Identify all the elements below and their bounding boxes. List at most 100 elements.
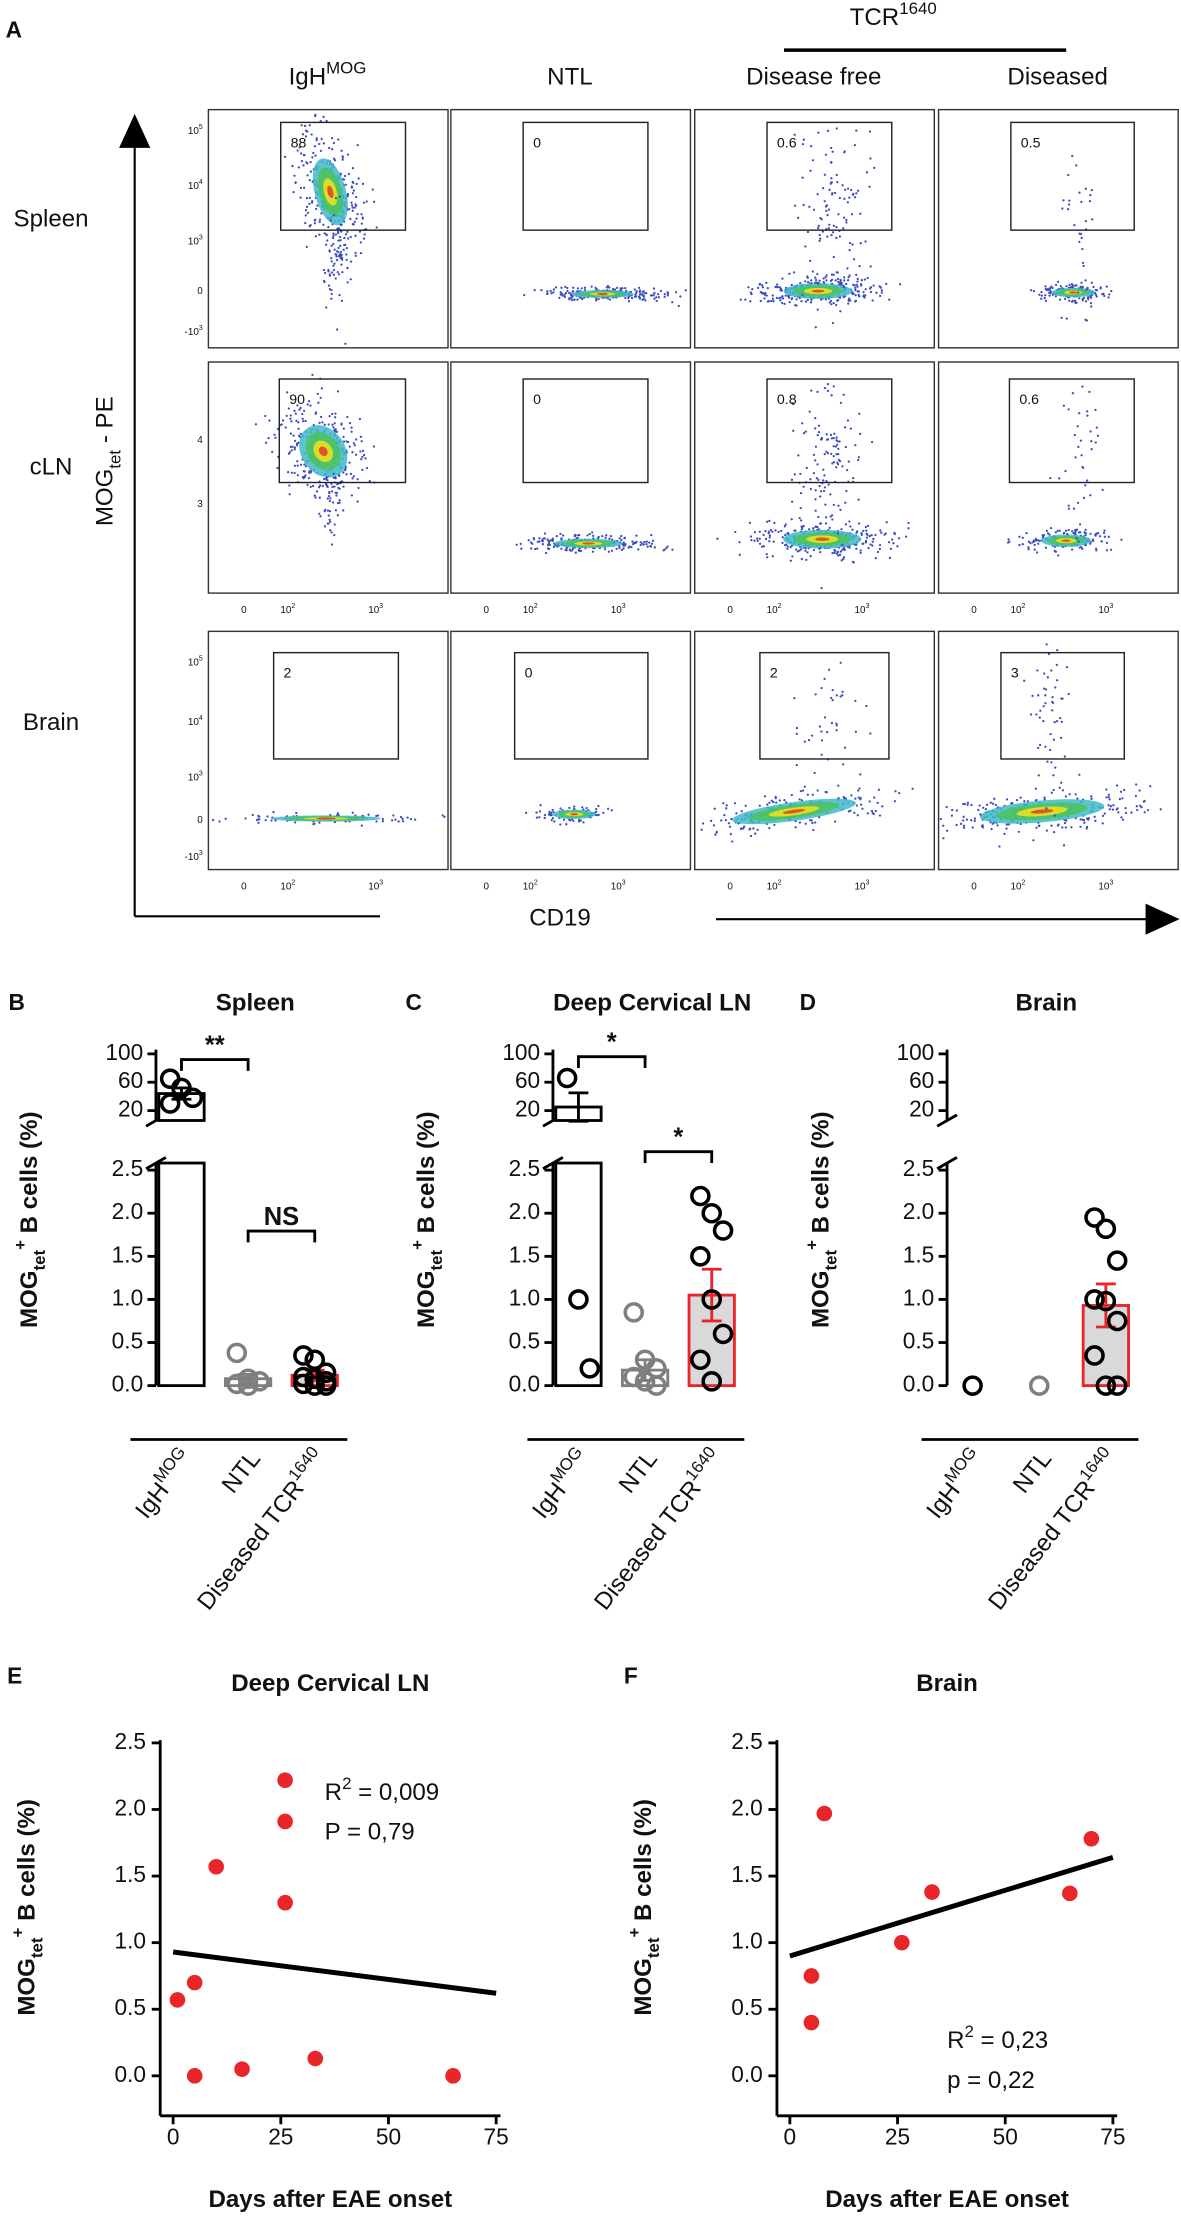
event-dot (304, 221, 307, 225)
x-tick-label-part: 1640 (284, 1443, 322, 1484)
event-dot (323, 423, 326, 426)
event-dot (1081, 285, 1085, 288)
event-dot (1078, 191, 1081, 194)
x-axis-label: Days after EAE onset (208, 2186, 452, 2213)
event-dot (723, 813, 726, 817)
event-dot (1027, 540, 1031, 543)
event-dot (334, 491, 337, 494)
event-dot (552, 545, 556, 549)
event-dot (1089, 542, 1092, 545)
column-label-part: MOG (326, 58, 366, 77)
event-dot (274, 819, 277, 822)
event-dot (355, 182, 358, 186)
event-dot (1105, 796, 1108, 799)
event-dot (809, 487, 812, 491)
flow-y-tick-label: 0 (197, 815, 203, 826)
event-dot (344, 342, 347, 345)
event-dot (881, 805, 884, 808)
event-dot (574, 551, 577, 554)
event-dot (866, 812, 869, 815)
event-dot (372, 445, 375, 448)
event-dot (838, 459, 842, 463)
event-dot (356, 212, 359, 216)
event-dot (899, 283, 902, 286)
x-tick-label: IgHMOG (126, 1443, 199, 1524)
event-dot (1074, 530, 1077, 534)
event-dot (853, 811, 856, 814)
event-dot (331, 501, 335, 504)
event-dot (1049, 476, 1052, 480)
event-dot (619, 287, 622, 290)
event-dot (789, 559, 792, 562)
event-dot (1032, 289, 1036, 293)
event-dot (293, 174, 296, 177)
y-tick-label: 1.0 (731, 1928, 763, 1954)
event-dot (1045, 529, 1049, 532)
event-dot (299, 196, 302, 199)
data-point (962, 1375, 983, 1396)
event-dot (359, 450, 362, 453)
event-dot (548, 540, 551, 543)
event-dot (854, 300, 857, 303)
event-dot (738, 553, 741, 556)
event-dot (294, 181, 297, 185)
event-dot (1055, 663, 1058, 666)
event-dot (775, 296, 779, 300)
x-tick-label: 50 (993, 2123, 1018, 2149)
event-dot (595, 297, 598, 300)
event-dot (814, 278, 818, 282)
event-dot (295, 419, 298, 422)
event-dot (809, 144, 813, 148)
event-dot (359, 241, 362, 244)
event-dot (1007, 538, 1010, 541)
event-dot (810, 819, 813, 822)
event-dot (1029, 713, 1033, 716)
event-dot (817, 515, 820, 519)
event-dot (1083, 821, 1086, 824)
event-dot (786, 547, 789, 550)
flow-x-tick-label: 103 (855, 880, 870, 892)
event-dot (817, 131, 820, 134)
event-dot (871, 540, 874, 543)
event-dot (771, 530, 774, 533)
event-dot (651, 539, 655, 542)
event-dot (585, 807, 588, 810)
event-dot (327, 284, 331, 287)
flow-y-tick-label: 0 (197, 286, 203, 297)
event-dot (787, 294, 790, 298)
event-dot (573, 533, 577, 537)
event-dot (1052, 738, 1055, 741)
event-dot (300, 159, 304, 163)
event-dot (1080, 200, 1083, 204)
plot-frame (207, 108, 449, 349)
event-dot (809, 169, 812, 172)
event-dot (878, 814, 882, 817)
event-dot (540, 539, 544, 542)
event-dot (1086, 479, 1089, 482)
flow-x-tick-label: 102 (280, 603, 295, 615)
event-dot (860, 284, 863, 287)
event-dot (1095, 295, 1098, 298)
event-dot (835, 236, 838, 240)
event-dot (851, 243, 854, 246)
event-dot (623, 536, 627, 539)
event-dot (849, 809, 852, 812)
event-dot (845, 489, 848, 493)
event-dot (659, 289, 663, 292)
event-dot (816, 272, 819, 276)
event-dot (832, 224, 835, 227)
event-dot (573, 805, 576, 808)
panel-label: B (9, 989, 25, 1015)
event-dot (276, 466, 279, 470)
x-tick-label: NTL (217, 1446, 266, 1499)
event-dot (336, 812, 339, 815)
event-dot (307, 399, 311, 403)
event-dot (552, 291, 555, 294)
event-dot (842, 393, 845, 396)
panel-label: A (6, 17, 22, 43)
event-dot (834, 445, 837, 448)
event-dot (634, 541, 637, 544)
y-tick-label: 1.0 (509, 1284, 541, 1310)
event-dot (1027, 546, 1030, 549)
y-tick-label: 0.0 (509, 1371, 541, 1397)
